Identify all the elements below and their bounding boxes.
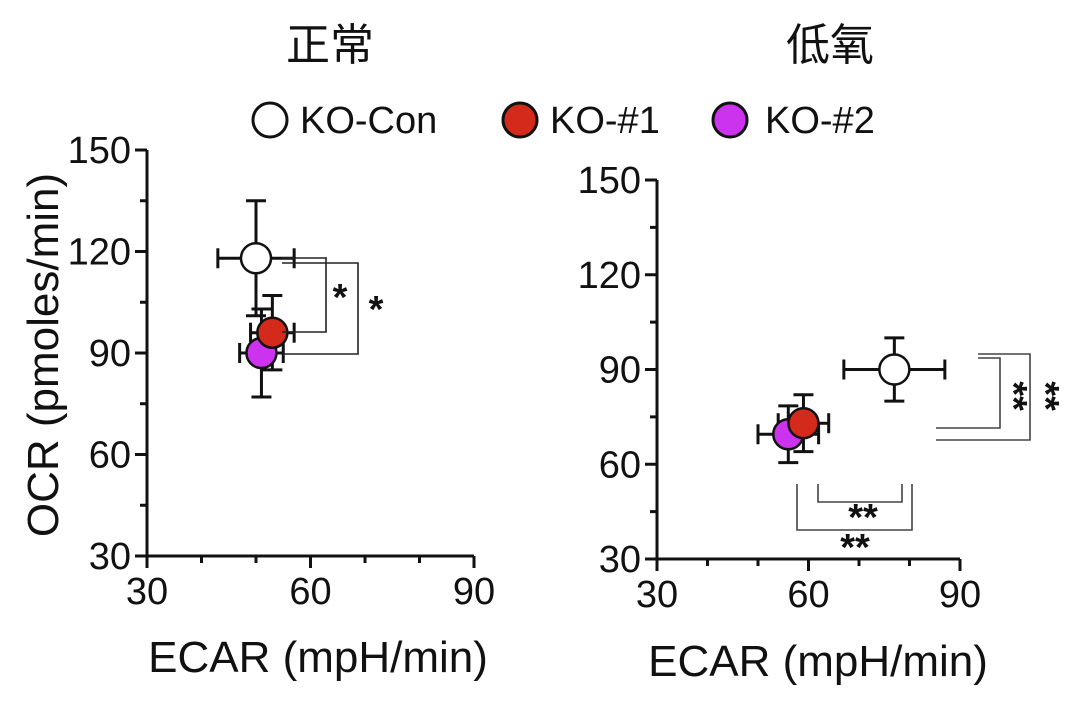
x-tick-label: 90 <box>939 574 981 616</box>
panel-hypoxia: ECAR (mpH/min) 30 60 90 120 150 30 60 90 ** ** … <box>578 160 1066 686</box>
bracket-con-vs-ko2 <box>282 262 359 355</box>
y-tick-label: 120 <box>68 232 131 274</box>
legend-label-ko-con: KO-Con <box>300 100 437 142</box>
bracket-con-vs-ko2-right <box>936 353 1031 441</box>
significance-brackets: * * <box>282 257 384 355</box>
significance-label: ** <box>840 527 870 569</box>
bracket-con-vs-ko2-bottom <box>796 484 913 531</box>
y-tick-label: 90 <box>89 333 131 375</box>
x-axis-label: ECAR (mpH/min) <box>648 637 988 686</box>
legend: KO-Con KO-#1 KO-#2 <box>251 100 875 142</box>
x-tick-label: 30 <box>126 571 168 613</box>
significance-label: ** <box>848 497 878 539</box>
bracket-con-vs-ko1-bottom <box>817 484 903 503</box>
axes: 30 60 90 120 150 30 60 90 <box>578 160 982 616</box>
significance-brackets: ** ** ** ** <box>796 353 1066 569</box>
legend-label-ko-2: KO-#2 <box>765 100 875 142</box>
bracket-con-vs-ko1-right <box>936 357 1001 429</box>
significance-label: ** <box>1024 381 1066 411</box>
significance-label: * <box>369 289 384 331</box>
marks <box>756 336 947 465</box>
y-tick-label: 90 <box>599 350 641 392</box>
y-tick-label: 120 <box>578 255 641 297</box>
y-tick-label: 30 <box>89 536 131 578</box>
x-axis-label: ECAR (mpH/min) <box>148 633 488 682</box>
chart-title-normoxia: 正常 <box>286 20 374 71</box>
data-point <box>878 353 911 386</box>
bracket-con-vs-ko1 <box>282 257 327 333</box>
data-point <box>787 406 820 440</box>
y-tick-label: 150 <box>578 160 641 202</box>
legend-marker-ko-2 <box>711 101 749 139</box>
chart-title-hypoxia: 低氧 <box>786 20 874 71</box>
y-tick-label: 150 <box>68 130 131 172</box>
y-tick-label: 60 <box>599 444 641 486</box>
x-tick-label: 60 <box>289 571 331 613</box>
y-tick-label: 30 <box>599 539 641 581</box>
legend-marker-ko-con <box>251 101 289 139</box>
significance-label: * <box>333 277 348 319</box>
marks <box>216 199 296 399</box>
x-tick-label: 90 <box>453 571 495 613</box>
x-tick-label: 30 <box>636 574 678 616</box>
significance-label: ** <box>992 381 1034 411</box>
legend-label-ko-1: KO-#1 <box>550 100 660 142</box>
y-tick-label: 60 <box>89 435 131 477</box>
data-point <box>239 242 273 275</box>
y-axis-label: OCR (pmoles/min) <box>19 173 68 537</box>
legend-marker-ko-1 <box>501 101 539 139</box>
panel-normoxia: OCR (pmoles/min) ECAR (mpH/min) 30 60 90 12… <box>19 130 495 682</box>
x-tick-label: 60 <box>787 574 829 616</box>
axes: 30 60 90 120 150 30 60 90 <box>68 130 496 613</box>
